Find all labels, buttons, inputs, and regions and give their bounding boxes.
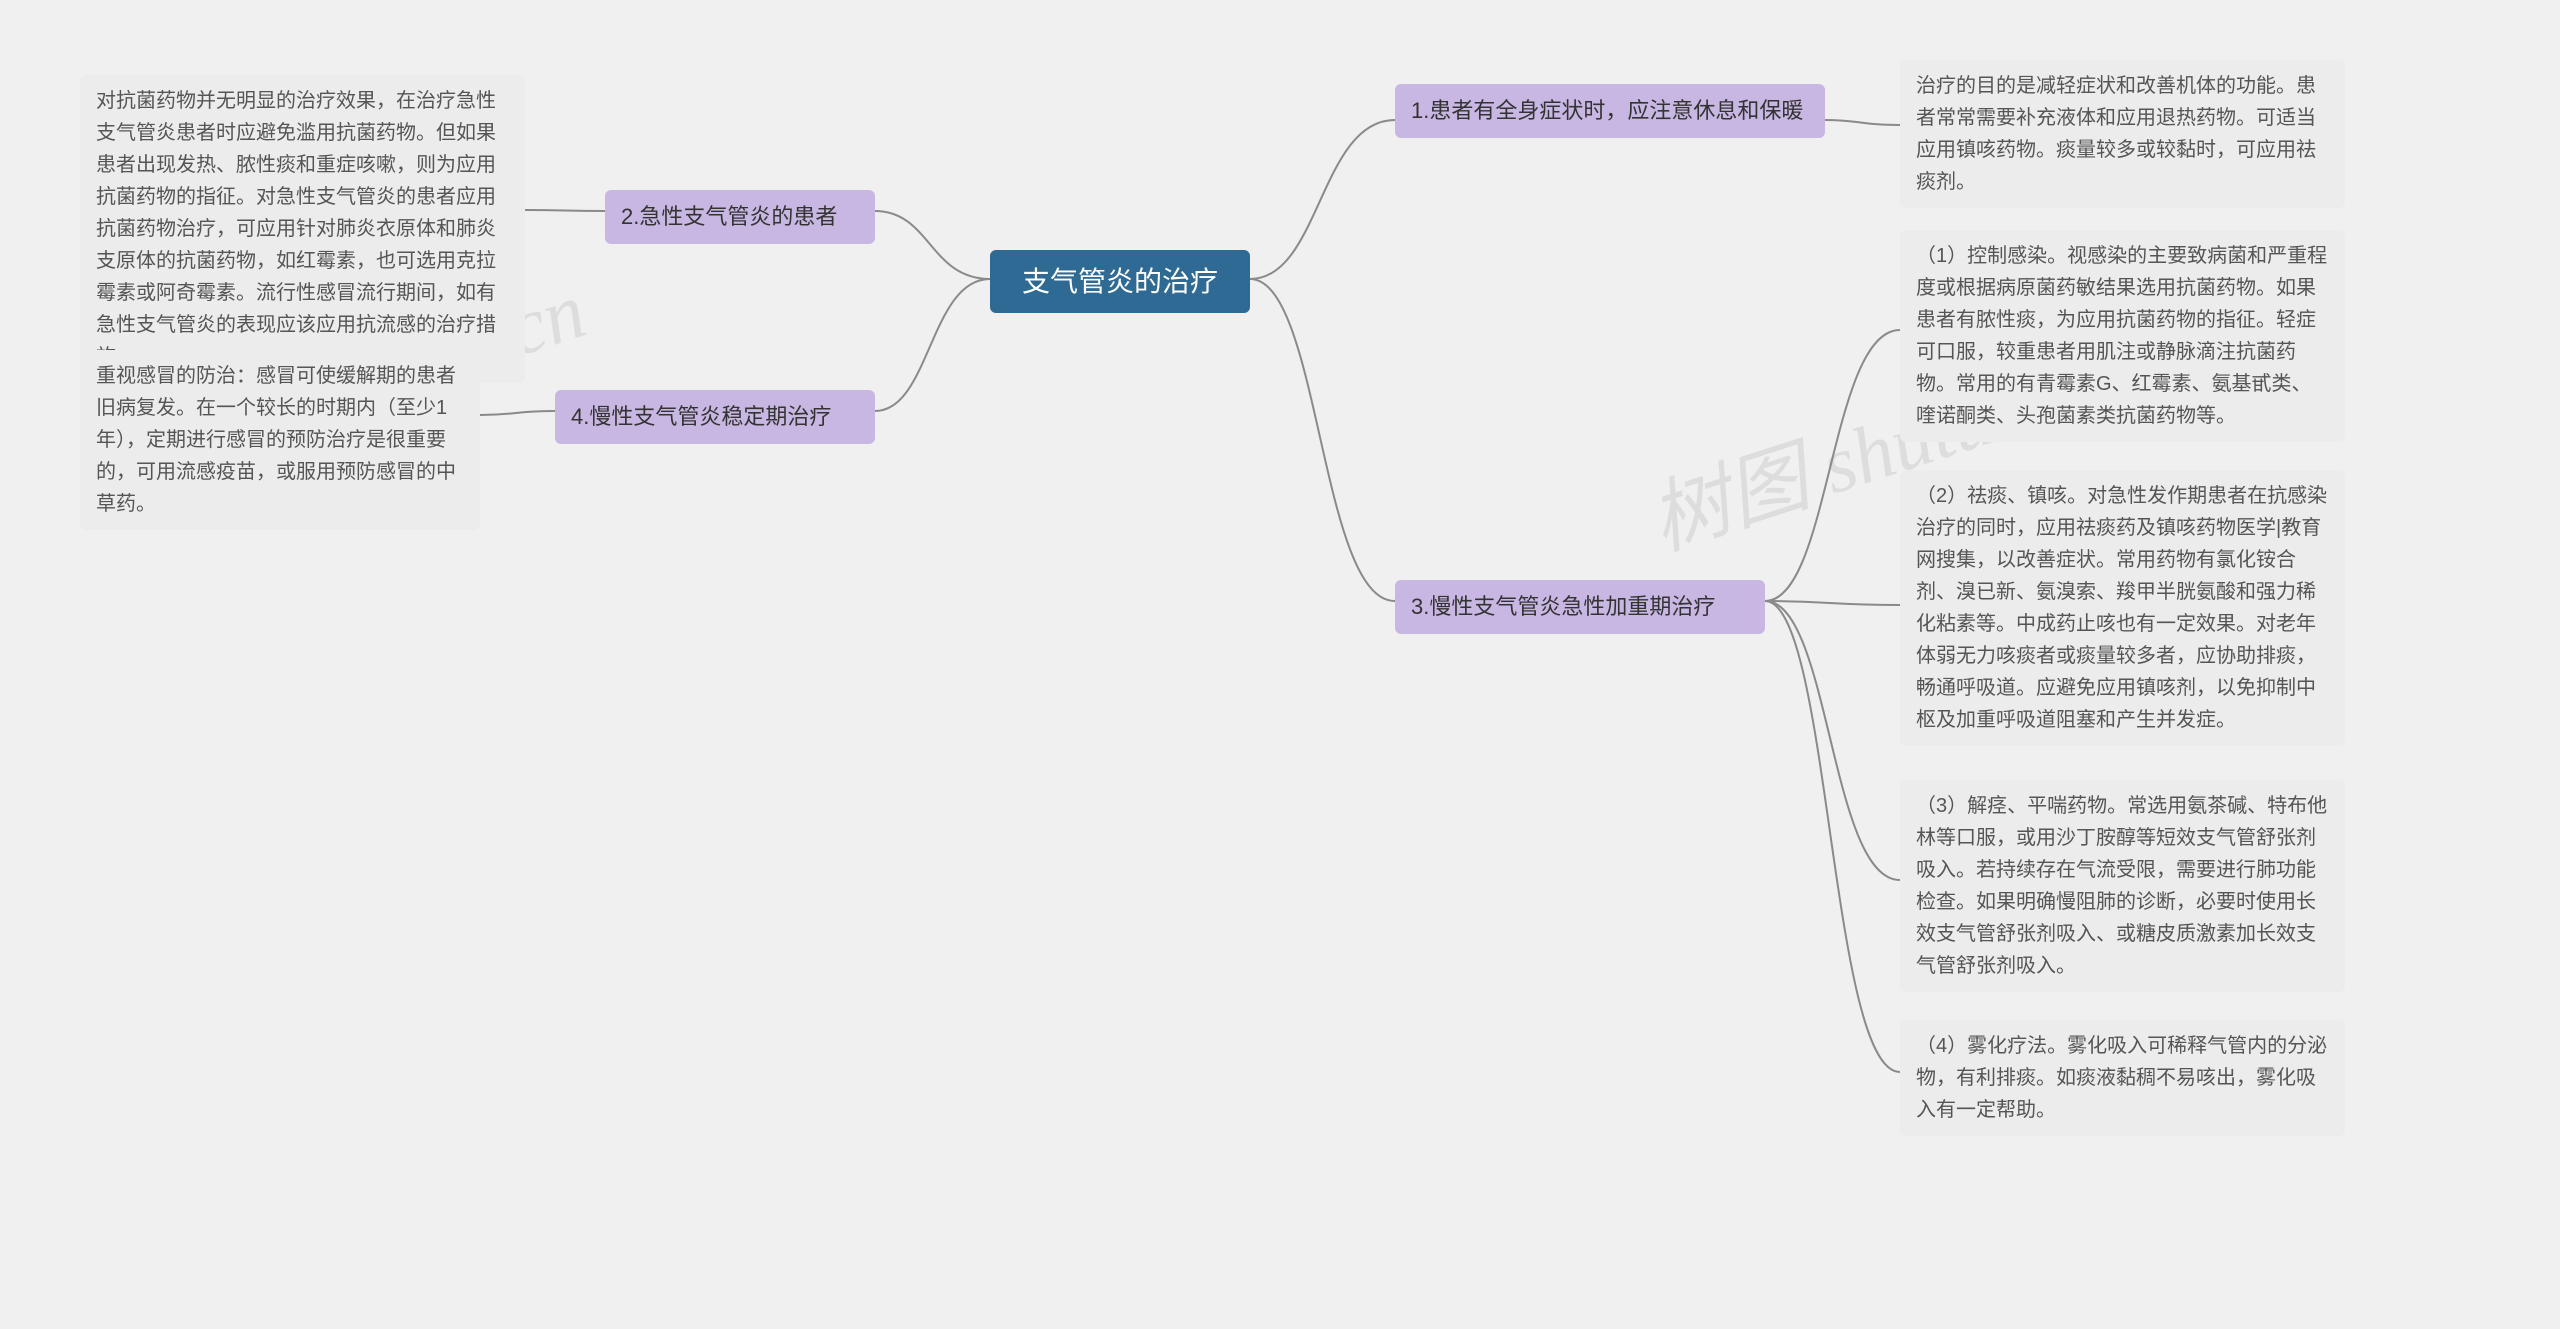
branch-4[interactable]: 4.慢性支气管炎稳定期治疗 bbox=[555, 390, 875, 444]
leaf-2[interactable]: 对抗菌药物并无明显的治疗效果，在治疗急性支气管炎患者时应避免滥用抗菌药物。但如果… bbox=[80, 75, 525, 383]
edge-root-b1 bbox=[1250, 120, 1395, 279]
edge-b3-l3c bbox=[1765, 601, 1900, 880]
root-node[interactable]: 支气管炎的治疗 bbox=[990, 250, 1250, 313]
edge-b3-l3d bbox=[1765, 601, 1900, 1072]
edge-root-b2 bbox=[875, 211, 990, 279]
branch-3[interactable]: 3.慢性支气管炎急性加重期治疗 bbox=[1395, 580, 1765, 634]
leaf-4[interactable]: 重视感冒的防治：感冒可使缓解期的患者旧病复发。在一个较长的时期内（至少1年），定… bbox=[80, 350, 480, 530]
edge-b2-l2 bbox=[525, 210, 605, 211]
mindmap-canvas: shutu.cn 树图 shutu.cn 支气管炎的治疗 1.患者有全身症状时，… bbox=[0, 0, 2560, 1329]
edge-b1-l1 bbox=[1825, 120, 1900, 125]
edge-root-b3 bbox=[1250, 279, 1395, 601]
leaf-3b[interactable]: （2）祛痰、镇咳。对急性发作期患者在抗感染治疗的同时，应用祛痰药及镇咳药物医学|… bbox=[1900, 470, 2345, 746]
leaf-3d[interactable]: （4）雾化疗法。雾化吸入可稀释气管内的分泌物，有利排痰。如痰液黏稠不易咳出，雾化… bbox=[1900, 1020, 2345, 1136]
leaf-3c[interactable]: （3）解痉、平喘药物。常选用氨茶碱、特布他林等口服，或用沙丁胺醇等短效支气管舒张… bbox=[1900, 780, 2345, 992]
leaf-1[interactable]: 治疗的目的是减轻症状和改善机体的功能。患者常常需要补充液体和应用退热药物。可适当… bbox=[1900, 60, 2345, 208]
branch-2[interactable]: 2.急性支气管炎的患者 bbox=[605, 190, 875, 244]
branch-1[interactable]: 1.患者有全身症状时，应注意休息和保暖 bbox=[1395, 84, 1825, 138]
edge-root-b4 bbox=[875, 279, 990, 411]
edge-b4-l4 bbox=[480, 411, 555, 415]
edge-b3-l3a bbox=[1765, 330, 1900, 601]
edge-b3-l3b bbox=[1765, 601, 1900, 605]
leaf-3a[interactable]: （1）控制感染。视感染的主要致病菌和严重程度或根据病原菌药敏结果选用抗菌药物。如… bbox=[1900, 230, 2345, 442]
